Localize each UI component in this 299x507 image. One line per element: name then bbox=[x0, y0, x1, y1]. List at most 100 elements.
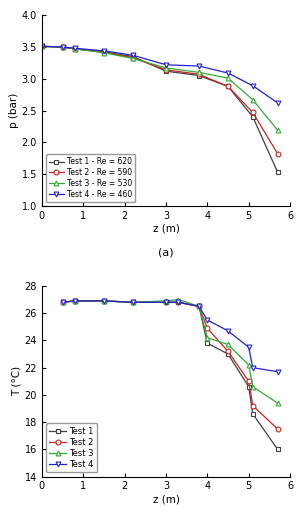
Test 4 - Re = 460 bbox=[197, 63, 201, 69]
Test 2 bbox=[131, 299, 135, 305]
Test 3 - Re = 530 bbox=[61, 44, 64, 50]
Test 1 - Re = 620 bbox=[102, 49, 106, 55]
Line: Test 3: Test 3 bbox=[60, 297, 280, 406]
Test 3 bbox=[164, 298, 168, 304]
Test 4 bbox=[131, 299, 135, 305]
Test 2 - Re = 590 bbox=[164, 67, 168, 73]
Test 1 bbox=[197, 303, 201, 309]
Test 2 - Re = 590 bbox=[276, 151, 279, 157]
Test 4 - Re = 460 bbox=[251, 83, 254, 89]
Test 3 - Re = 530 bbox=[73, 46, 77, 52]
Test 4 bbox=[176, 299, 180, 305]
X-axis label: z (m): z (m) bbox=[152, 494, 179, 504]
Test 1 bbox=[251, 411, 254, 417]
Test 2 bbox=[247, 378, 251, 384]
Legend: Test 1 - Re = 620, Test 2 - Re = 590, Test 3 - Re = 530, Test 4 - Re = 460: Test 1 - Re = 620, Test 2 - Re = 590, Te… bbox=[46, 154, 135, 202]
Test 4 bbox=[226, 328, 230, 334]
Test 3 bbox=[176, 297, 180, 303]
Test 2 - Re = 590 bbox=[73, 46, 77, 52]
Y-axis label: T (°C): T (°C) bbox=[12, 366, 22, 396]
Test 2 - Re = 590 bbox=[197, 71, 201, 78]
Line: Test 3 - Re = 530: Test 3 - Re = 530 bbox=[39, 44, 280, 133]
Test 2 - Re = 590 bbox=[40, 43, 44, 49]
Test 2 - Re = 590 bbox=[131, 55, 135, 61]
Test 1 bbox=[73, 298, 77, 304]
Test 4 - Re = 460 bbox=[40, 43, 44, 49]
Test 1 - Re = 620 bbox=[197, 73, 201, 79]
Test 4 - Re = 460 bbox=[61, 44, 64, 50]
Line: Test 4 - Re = 460: Test 4 - Re = 460 bbox=[39, 44, 280, 105]
X-axis label: z (m): z (m) bbox=[152, 224, 179, 234]
Test 3 - Re = 530 bbox=[276, 127, 279, 133]
Test 3 bbox=[73, 298, 77, 304]
Test 1 bbox=[176, 299, 180, 305]
Text: (a): (a) bbox=[158, 248, 174, 258]
Test 4 bbox=[197, 303, 201, 309]
Test 4 - Re = 460 bbox=[73, 45, 77, 51]
Test 2 bbox=[164, 299, 168, 305]
Legend: Test 1, Test 2, Test 3, Test 4: Test 1, Test 2, Test 3, Test 4 bbox=[46, 423, 97, 473]
Test 1 - Re = 620 bbox=[164, 68, 168, 74]
Test 2 bbox=[73, 298, 77, 304]
Test 3 - Re = 530 bbox=[164, 65, 168, 71]
Test 4 bbox=[276, 369, 279, 375]
Test 2 - Re = 590 bbox=[226, 83, 230, 89]
Test 2 bbox=[251, 403, 254, 409]
Test 3 - Re = 530 bbox=[251, 97, 254, 103]
Test 4 bbox=[251, 365, 254, 371]
Test 4 - Re = 460 bbox=[164, 62, 168, 68]
Test 2 - Re = 590 bbox=[102, 49, 106, 55]
Test 1 - Re = 620 bbox=[251, 114, 254, 120]
Test 1 - Re = 620 bbox=[40, 43, 44, 49]
Test 3 bbox=[276, 400, 279, 406]
Test 4 bbox=[61, 299, 64, 305]
Test 2 bbox=[102, 298, 106, 304]
Test 1 - Re = 620 bbox=[226, 83, 230, 89]
Test 3 bbox=[61, 299, 64, 305]
Line: Test 4: Test 4 bbox=[60, 299, 280, 374]
Test 1 bbox=[131, 299, 135, 305]
Test 3 - Re = 530 bbox=[226, 75, 230, 81]
Test 2 bbox=[61, 299, 64, 305]
Test 4 bbox=[102, 298, 106, 304]
Test 2 - Re = 590 bbox=[251, 110, 254, 116]
Test 3 - Re = 530 bbox=[131, 55, 135, 61]
Test 2 bbox=[276, 426, 279, 432]
Test 2 bbox=[176, 299, 180, 305]
Test 3 bbox=[102, 298, 106, 304]
Test 1 bbox=[226, 351, 230, 357]
Test 4 bbox=[205, 317, 209, 323]
Test 4 bbox=[164, 299, 168, 305]
Test 4 - Re = 460 bbox=[226, 70, 230, 76]
Test 4 - Re = 460 bbox=[131, 52, 135, 58]
Test 3 - Re = 530 bbox=[197, 69, 201, 76]
Test 3 bbox=[131, 299, 135, 305]
Test 2 bbox=[226, 348, 230, 354]
Test 1 bbox=[247, 384, 251, 390]
Test 1 bbox=[205, 340, 209, 346]
Test 3 bbox=[251, 384, 254, 390]
Test 3 bbox=[226, 341, 230, 347]
Test 1 bbox=[276, 446, 279, 452]
Test 3 - Re = 530 bbox=[102, 50, 106, 56]
Test 3 bbox=[197, 303, 201, 309]
Test 1 - Re = 620 bbox=[73, 46, 77, 52]
Test 3 - Re = 530 bbox=[40, 43, 44, 49]
Test 4 bbox=[247, 344, 251, 350]
Test 1 bbox=[102, 298, 106, 304]
Test 1 bbox=[61, 299, 64, 305]
Line: Test 1 - Re = 620: Test 1 - Re = 620 bbox=[39, 44, 280, 174]
Test 4 bbox=[73, 298, 77, 304]
Line: Test 2 - Re = 590: Test 2 - Re = 590 bbox=[39, 44, 280, 156]
Test 2 bbox=[197, 303, 201, 309]
Line: Test 2: Test 2 bbox=[60, 299, 280, 431]
Test 1 - Re = 620 bbox=[276, 169, 279, 175]
Line: Test 1: Test 1 bbox=[60, 299, 280, 452]
Test 1 - Re = 620 bbox=[61, 44, 64, 50]
Y-axis label: p (bar): p (bar) bbox=[9, 93, 19, 128]
Test 2 bbox=[205, 325, 209, 331]
Test 1 bbox=[164, 299, 168, 305]
Test 4 - Re = 460 bbox=[102, 48, 106, 54]
Test 1 - Re = 620 bbox=[131, 53, 135, 59]
Test 3 bbox=[247, 362, 251, 368]
